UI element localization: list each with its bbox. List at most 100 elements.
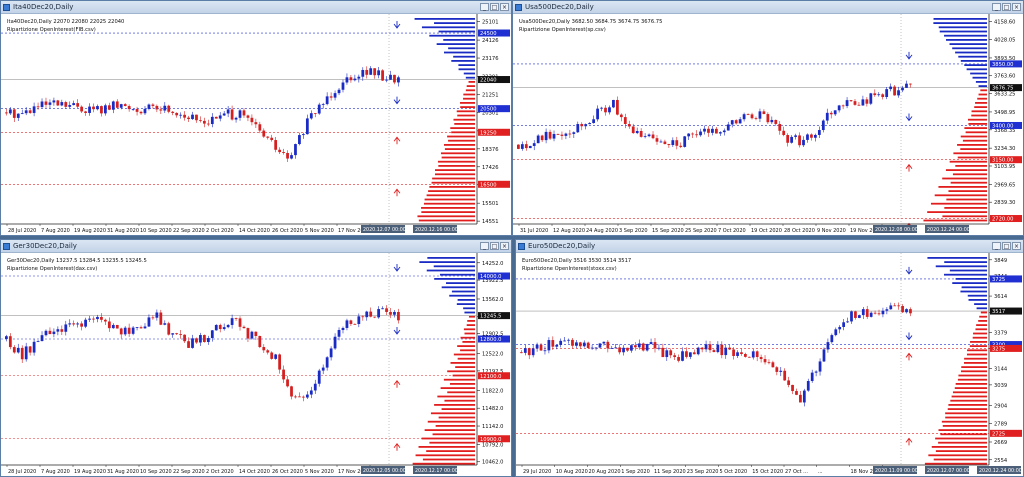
price-tick-label: 23176 — [482, 56, 499, 62]
candle-body — [897, 90, 900, 96]
open-interest-bar — [432, 433, 475, 436]
candle-body — [571, 339, 574, 346]
candle-body — [810, 134, 813, 138]
open-interest-bar — [944, 34, 987, 37]
chart-window-ita40[interactable]: Ita40Dec20,Daily _ □ × Ita40Dec20,Daily … — [0, 0, 512, 236]
candle-body — [294, 396, 297, 398]
candle-body — [610, 348, 614, 349]
open-interest-bar — [945, 169, 987, 171]
price-chart[interactable]: Ger30Dec20,Daily 13237.5 13284.5 13235.5… — [1, 253, 511, 476]
candle-body — [143, 108, 147, 114]
candle-body — [341, 82, 345, 90]
candle-body — [286, 379, 289, 387]
maximize-button[interactable]: □ — [1002, 3, 1011, 11]
price-tick-label: 11142.0 — [482, 424, 503, 430]
close-button[interactable]: × — [500, 242, 509, 250]
maximize-button[interactable]: □ — [490, 242, 499, 250]
candle-body — [282, 152, 285, 153]
open-interest-bar — [948, 190, 987, 192]
candle-body — [199, 335, 202, 343]
candle-body — [547, 340, 551, 351]
window-title: Ita40Dec20,Daily — [13, 3, 74, 11]
oi-level-label: 12800.0 — [480, 337, 501, 343]
minimize-button[interactable]: _ — [992, 3, 1001, 11]
candle-body — [104, 319, 107, 322]
candle-body — [290, 386, 293, 397]
open-interest-bar — [463, 97, 475, 100]
time-tick-label: 27 Oct ... — [785, 469, 808, 475]
open-interest-bar — [434, 173, 475, 176]
price-chart[interactable]: Ita40Dec20,Daily 22070 22080 22025 22040… — [1, 14, 511, 235]
open-interest-bar — [421, 437, 475, 440]
chart-window-usa500[interactable]: Usa500Dec20,Daily _ □ × Usa500Dec20,Dail… — [512, 0, 1024, 236]
open-interest-bar — [938, 429, 987, 431]
maximize-button[interactable]: □ — [1002, 242, 1011, 250]
candle-body — [528, 145, 532, 149]
open-interest-bar — [454, 123, 475, 125]
open-interest-bar — [967, 349, 987, 352]
candle-body — [822, 349, 826, 362]
price-tick-label: 14551 — [482, 219, 499, 225]
chart-window-euro50[interactable]: Euro50Dec20,Daily _ □ × Euro50Dec20,Dail… — [515, 239, 1024, 477]
candle-body — [147, 317, 151, 327]
window-titlebar[interactable]: Ger30Dec20,Daily _ □ × — [1, 240, 511, 253]
oi-level-tag — [990, 60, 1022, 68]
maximize-button[interactable]: □ — [490, 3, 499, 11]
minimize-button[interactable]: _ — [480, 242, 489, 250]
candle-body — [543, 350, 547, 352]
candle-body — [532, 143, 536, 146]
time-tick-label: 5 Nov 2020 — [305, 228, 334, 234]
price-tick-label: 25101 — [482, 20, 499, 26]
open-interest-bar — [964, 357, 987, 360]
candle-body — [163, 323, 167, 325]
price-chart[interactable]: Usa500Dec20,Daily 3682.50 3684.75 3674.7… — [513, 14, 1023, 235]
candle-body — [767, 362, 771, 364]
candle-body — [187, 341, 190, 348]
candle-body — [179, 334, 183, 335]
window-titlebar[interactable]: Usa500Dec20,Daily _ □ × — [513, 1, 1023, 14]
window-titlebar[interactable]: Ita40Dec20,Daily _ □ × — [1, 1, 511, 14]
candle-body — [889, 86, 893, 90]
window-titlebar[interactable]: Euro50Dec20,Daily _ □ × — [516, 240, 1023, 253]
time-tick-label: 25 Sep 2020 — [685, 228, 717, 234]
open-interest-bar — [447, 135, 475, 138]
price-tick-label: 2669 — [994, 440, 1007, 446]
chart-window-icon — [518, 243, 525, 250]
candle-body — [716, 344, 720, 353]
candle-body — [818, 361, 822, 372]
minimize-button[interactable]: _ — [992, 242, 1001, 250]
candle-body — [36, 106, 40, 108]
candle-body — [48, 330, 52, 335]
oi-level-label: 20500 — [480, 107, 497, 113]
candle-body — [246, 115, 250, 118]
open-interest-bar — [964, 127, 987, 129]
price-tick-label: 3763.60 — [994, 74, 1015, 80]
candle-body — [576, 124, 580, 133]
open-interest-bar — [935, 265, 987, 268]
down-arrow-icon — [393, 21, 401, 29]
open-interest-bar — [427, 420, 475, 423]
time-tick-label: 15 Oct 2020 — [752, 469, 783, 475]
open-interest-bar — [444, 148, 475, 150]
open-interest-bar — [933, 22, 987, 24]
time-tick-label: 28 Jul 2020 — [8, 469, 36, 475]
open-interest-bar — [465, 76, 475, 79]
candle-body — [230, 318, 234, 325]
candle-body — [266, 136, 270, 138]
candle-body — [559, 340, 563, 345]
candle-body — [60, 102, 64, 106]
close-button[interactable]: × — [1012, 3, 1021, 11]
candle-body — [724, 347, 728, 356]
chart-window-ger30[interactable]: Ger30Dec20,Daily _ □ × Ger30Dec20,Daily … — [0, 239, 512, 477]
close-button[interactable]: × — [1012, 242, 1021, 250]
minimize-button[interactable]: _ — [480, 3, 489, 11]
candle-body — [72, 103, 76, 106]
candle-body — [317, 370, 321, 384]
candle-body — [88, 106, 91, 113]
close-button[interactable]: × — [500, 3, 509, 11]
time-tick-label: 23 Sep 2020 — [687, 469, 719, 475]
candle-body — [183, 334, 186, 342]
open-interest-bar — [961, 286, 987, 289]
candle-body — [643, 136, 647, 137]
price-chart[interactable]: Euro50Dec20,Daily 3516 3530 3514 3517 Rip… — [516, 253, 1023, 476]
